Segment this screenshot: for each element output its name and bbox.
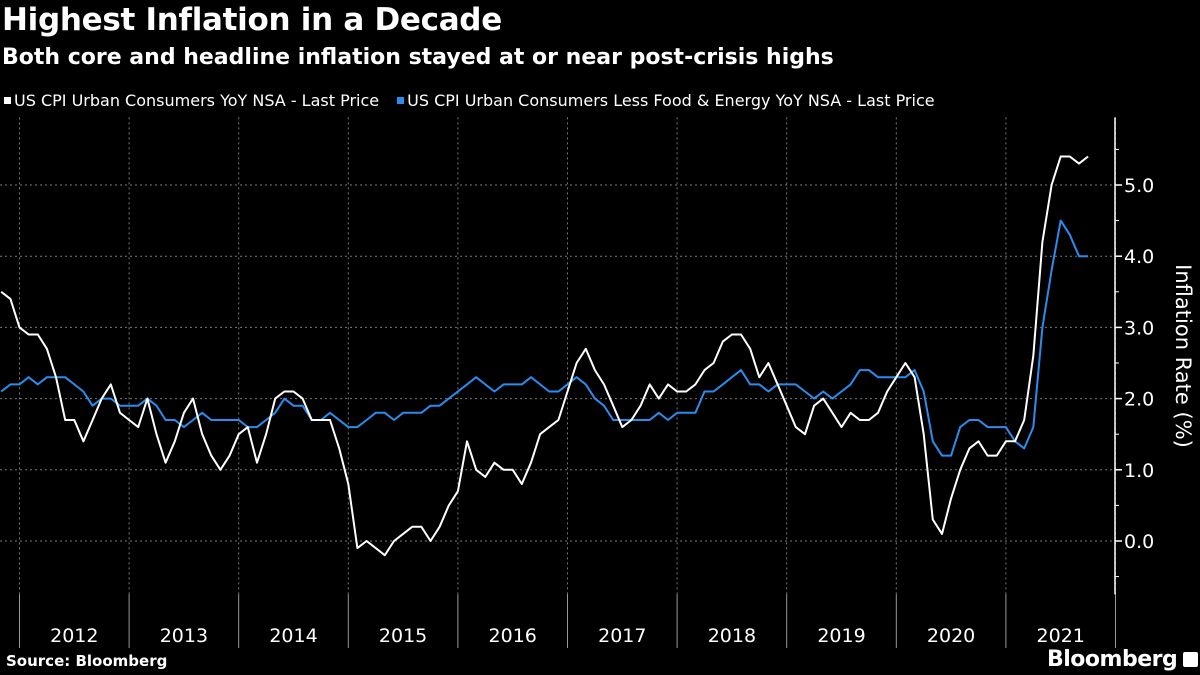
y-tick-label: 3.0: [1124, 317, 1154, 339]
legend-label-core: US CPI Urban Consumers Less Food & Energ…: [407, 91, 935, 110]
y-tick-label: 0.0: [1124, 531, 1154, 553]
x-tick-label: 2012: [50, 625, 98, 647]
bloomberg-logo: Bloomberg: [1047, 647, 1199, 672]
x-tick-label: 2015: [379, 625, 427, 647]
y-tick-label: 5.0: [1124, 175, 1154, 197]
x-tick-label: 2017: [598, 625, 646, 647]
y-axis-label: Inflation Rate (%): [1171, 264, 1195, 448]
x-tick-label: 2020: [927, 625, 975, 647]
chart-subtitle: Both core and headline inflation stayed …: [2, 45, 834, 70]
legend-item-headline: US CPI Urban Consumers YoY NSA - Last Pr…: [4, 91, 379, 110]
y-tick-label: 4.0: [1124, 246, 1154, 268]
x-tick-label: 2013: [160, 625, 208, 647]
x-tick-label: 2014: [269, 625, 317, 647]
legend-label-headline: US CPI Urban Consumers YoY NSA - Last Pr…: [14, 91, 380, 110]
legend: US CPI Urban Consumers YoY NSA - Last Pr…: [4, 91, 935, 110]
x-tick-label: 2021: [1037, 625, 1085, 647]
legend-item-core: US CPI Urban Consumers Less Food & Energ…: [397, 91, 935, 110]
y-tick-label: 2.0: [1124, 389, 1154, 411]
source-note: Source: Bloomberg: [6, 652, 168, 670]
bar-chart-icon: [1183, 652, 1199, 667]
chart-title: Highest Inflation in a Decade: [2, 2, 502, 38]
logo-text: Bloomberg: [1047, 647, 1178, 672]
legend-swatch-core: [397, 97, 405, 104]
x-tick-label: 2018: [708, 625, 756, 647]
series-line-headline: [0, 155, 1089, 557]
x-tick-label: 2016: [489, 625, 537, 647]
x-tick-label: 2019: [817, 625, 865, 647]
legend-swatch-headline: [4, 97, 11, 104]
y-tick-label: 1.0: [1124, 460, 1154, 482]
series-line-core: [0, 219, 1089, 457]
